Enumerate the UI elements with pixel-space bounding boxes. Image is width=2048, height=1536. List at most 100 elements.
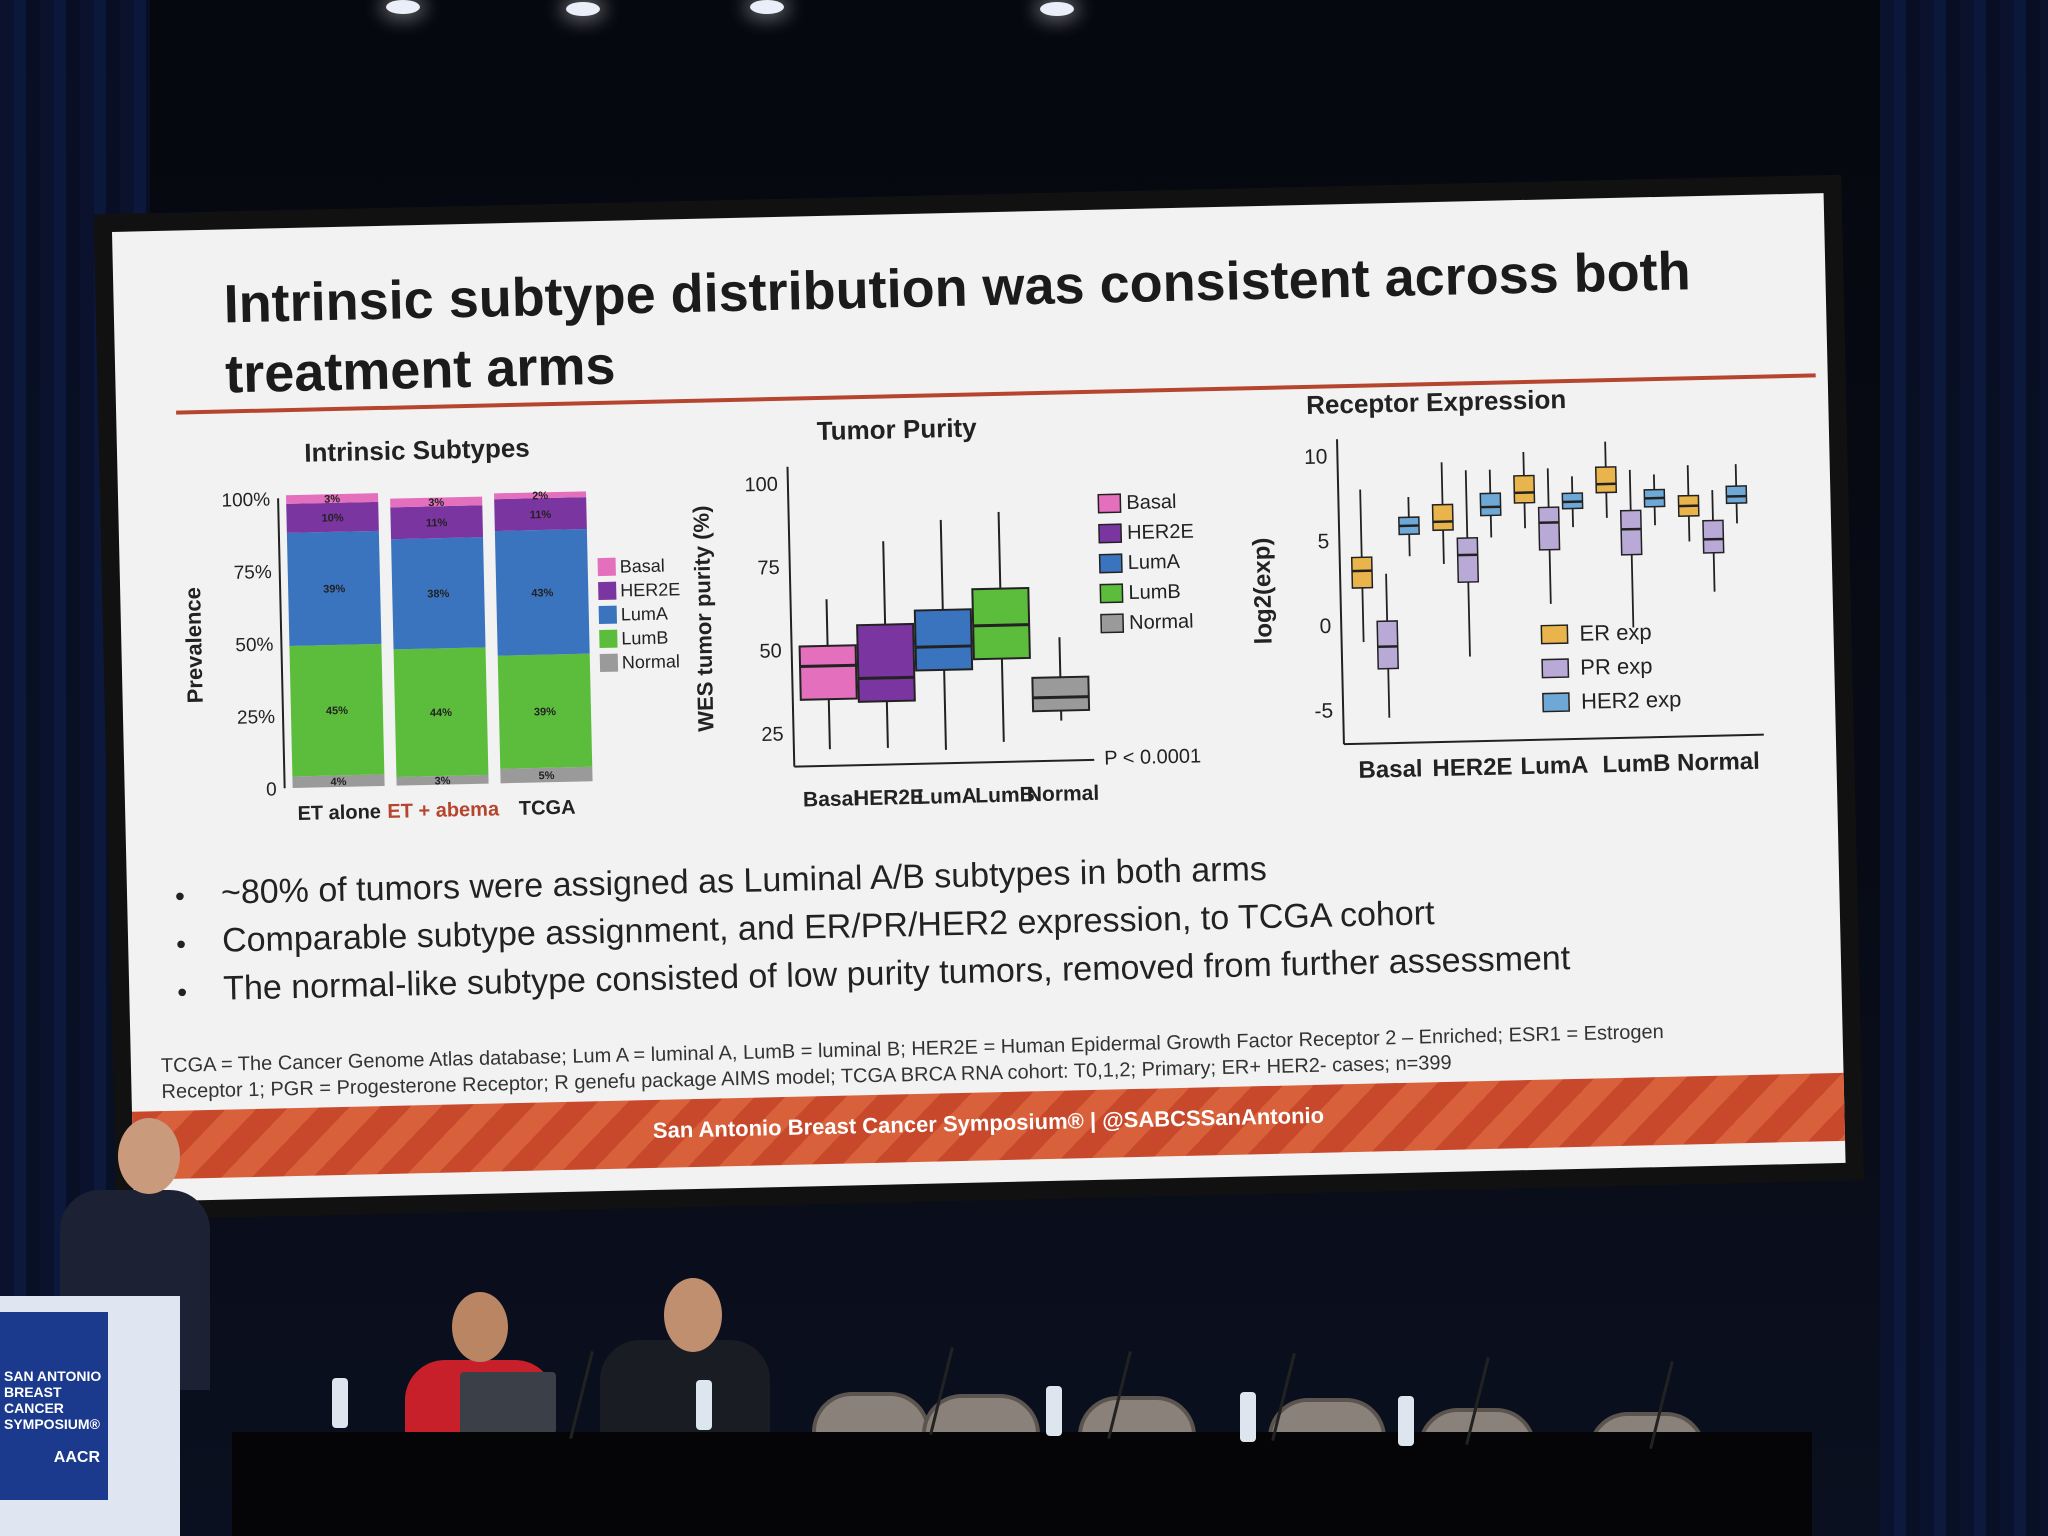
x-tick-label: ET + abema: [387, 798, 500, 823]
y-tick-label: 0: [266, 779, 277, 800]
bar-segment-lumb: [393, 647, 489, 777]
bar-segment-her2e: [494, 497, 587, 532]
sponsor-logo: AACR: [53, 1449, 100, 1466]
y-tick-label: 75: [757, 557, 780, 579]
legend-label: LumA: [621, 603, 668, 624]
x-tick-label: TCGA: [519, 797, 576, 820]
y-tick-label: 50%: [235, 634, 274, 656]
p-value-annotation: P < 0.0001: [1104, 745, 1201, 769]
bar-segment-normal: [292, 774, 385, 789]
legend-label: HER2E: [620, 579, 680, 600]
median-line: [915, 644, 972, 649]
water-bottle: [696, 1380, 712, 1430]
box-pr: [1376, 620, 1399, 670]
podium-logo: SAN ANTONIO BREAST CANCER SYMPOSIUM® AAC…: [4, 1368, 108, 1466]
legend-label: LumA: [1128, 551, 1181, 574]
stage-light: [386, 0, 420, 14]
bar-segment-her2e: [390, 505, 484, 540]
data-label: 39%: [534, 706, 557, 719]
box-pr: [1702, 519, 1725, 554]
axis-label-prevalence: Prevalence: [180, 587, 208, 704]
x-tick-label: Normal: [1677, 748, 1760, 777]
y-tick-label: 25: [761, 724, 784, 746]
data-label: 39%: [323, 583, 346, 596]
data-label: 11%: [426, 517, 448, 529]
stage-light: [566, 2, 600, 16]
box-luma: [913, 608, 974, 672]
data-label: 10%: [321, 512, 344, 525]
median-line: [858, 675, 915, 681]
legend-label: Basal: [619, 556, 664, 577]
x-tick-label: LumB: [975, 783, 1035, 807]
x-tick-label: HER2E: [1432, 753, 1513, 782]
x-tick-label: Basal: [803, 787, 860, 811]
podium-logo-line: BREAST CANCER: [4, 1384, 64, 1416]
box-pr: [1619, 509, 1643, 556]
x-tick-label: ET alone: [297, 801, 381, 825]
y-axis: [1336, 439, 1345, 745]
y-tick-label: 0: [1319, 615, 1331, 638]
legend-swatch-pr: [1541, 658, 1570, 679]
legend-label: LumB: [1128, 581, 1181, 604]
legend-swatch-her2: [1542, 692, 1571, 713]
box-er: [1513, 474, 1536, 504]
data-label: 44%: [430, 707, 453, 720]
box-lumb: [971, 586, 1031, 661]
bar-segment-luma: [286, 530, 382, 646]
y-tick-label: 100: [744, 474, 778, 497]
box-her2e: [856, 622, 916, 703]
y-tick-label: 75%: [234, 562, 273, 584]
bar-segment-her2e: [286, 501, 379, 533]
bar-segment-luma: [391, 537, 486, 650]
panelist-left-head: [452, 1292, 508, 1362]
x-axis: [794, 758, 1095, 768]
panelist-right-head: [664, 1278, 722, 1352]
legend-swatch-her2e: [1098, 523, 1123, 544]
y-tick-label: -5: [1314, 700, 1333, 723]
median-line: [1032, 695, 1089, 700]
water-bottle: [1398, 1396, 1414, 1446]
data-label: 3%: [428, 497, 444, 509]
bullet-marker: •: [175, 928, 187, 960]
legend-label: Normal: [1129, 611, 1194, 634]
y-axis: [277, 498, 286, 789]
data-label: 4%: [330, 776, 346, 788]
podium-logo-line: SAN ANTONIO: [4, 1368, 102, 1384]
panelist-right: [600, 1340, 770, 1436]
box-pr: [1537, 506, 1561, 551]
y-tick-label: 25%: [237, 707, 276, 729]
axis-label-tumor-purity: WES tumor purity (%): [688, 505, 718, 732]
legend-label: Normal: [622, 651, 680, 672]
box-normal: [1031, 675, 1091, 713]
box-er: [1431, 503, 1454, 532]
bar-segment-lumb: [497, 653, 593, 769]
box-er: [1594, 466, 1618, 494]
intrinsic-subtypes-chart: 0 25% 50% 75% 100% 4% 45% 39% 10% 3% 3% 44% 38% 11% 3…: [180, 489, 680, 825]
legend-label: LumB: [621, 627, 668, 648]
legend-swatch-luma: [1098, 553, 1123, 574]
bar-segment-basal: [390, 496, 483, 508]
box-basal: [798, 644, 858, 701]
median-line: [973, 623, 1030, 628]
water-bottle: [1240, 1392, 1256, 1442]
panel-table: [232, 1432, 1812, 1536]
data-label: 3%: [324, 493, 340, 505]
bullet-marker: •: [174, 880, 186, 912]
data-label: 11%: [530, 509, 552, 521]
bar-segment-basal: [494, 491, 587, 500]
speaker-head: [118, 1118, 180, 1194]
y-tick-label: 50: [759, 640, 782, 662]
bar-segment-basal: [286, 493, 379, 504]
y-tick-label: 100%: [221, 489, 270, 511]
box-er: [1350, 556, 1374, 589]
y-tick-label: 5: [1317, 530, 1329, 553]
legend-label: PR exp: [1580, 653, 1653, 680]
median-line: [800, 663, 857, 669]
legend-swatch-lumb: [1099, 583, 1124, 604]
legend-label: HER2 exp: [1581, 687, 1682, 714]
legend-swatch-lumb: [599, 629, 618, 649]
legend-swatch-normal: [599, 653, 619, 673]
x-tick-label: LumA: [1520, 752, 1589, 781]
legend-swatch-her2e: [598, 581, 617, 601]
laptop: [460, 1372, 556, 1434]
